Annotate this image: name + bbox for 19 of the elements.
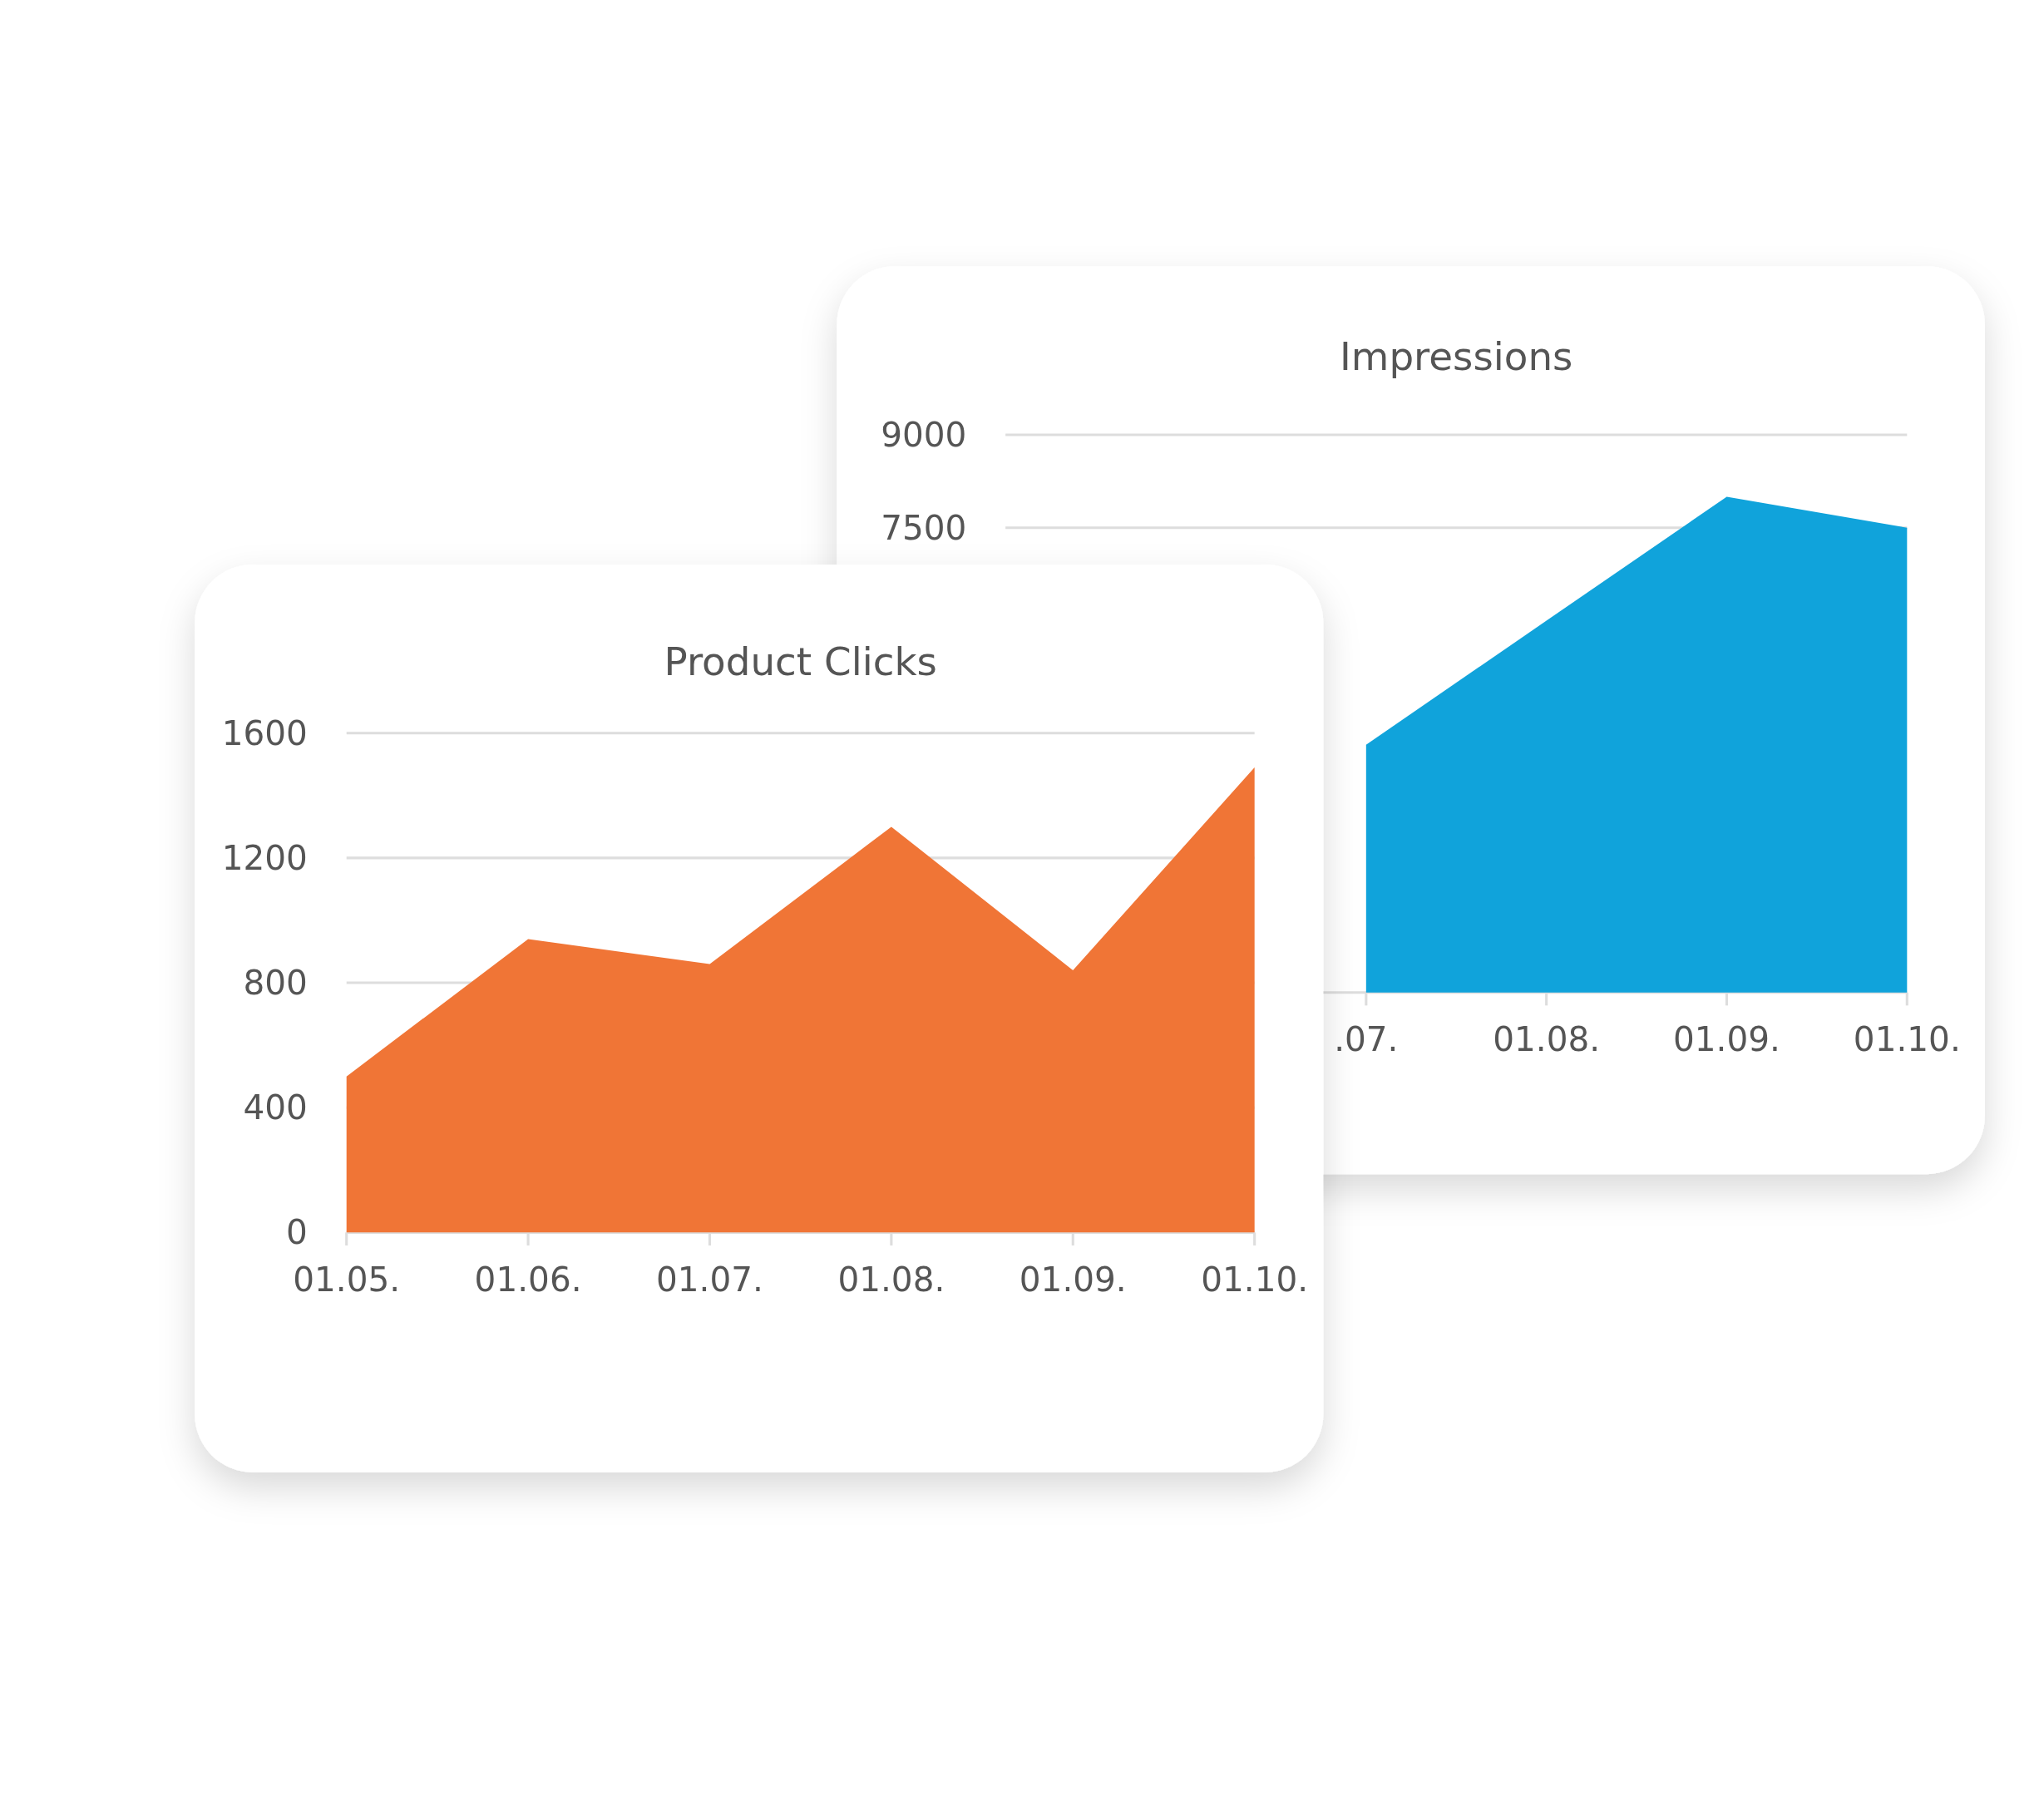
x-tick-label: 01.10. <box>1201 1259 1309 1300</box>
y-tick-label: 1200 <box>221 837 308 878</box>
y-tick-label: 9000 <box>881 415 967 456</box>
y-tick-label: 400 <box>243 1088 308 1128</box>
y-tick-label: 7500 <box>881 507 967 548</box>
y-tick-label: 0 <box>286 1212 308 1253</box>
x-tick-label: 01.09. <box>1673 1019 1780 1059</box>
x-tick-label: .07. <box>1334 1019 1399 1059</box>
chart-title: Impressions <box>1340 333 1573 379</box>
x-tick-label: 01.09. <box>1019 1259 1127 1300</box>
x-tick-label: 01.10. <box>1853 1019 1961 1059</box>
x-tick-label: 01.05. <box>293 1259 401 1300</box>
y-tick-label: 1600 <box>221 713 308 753</box>
x-tick-label: 01.08. <box>1493 1019 1601 1059</box>
y-tick-label: 800 <box>243 963 308 1004</box>
x-tick-label: 01.08. <box>837 1259 945 1300</box>
x-tick-label: 01.07. <box>656 1259 763 1300</box>
x-tick-label: 01.06. <box>474 1259 582 1300</box>
chart-title: Product Clicks <box>664 639 937 684</box>
